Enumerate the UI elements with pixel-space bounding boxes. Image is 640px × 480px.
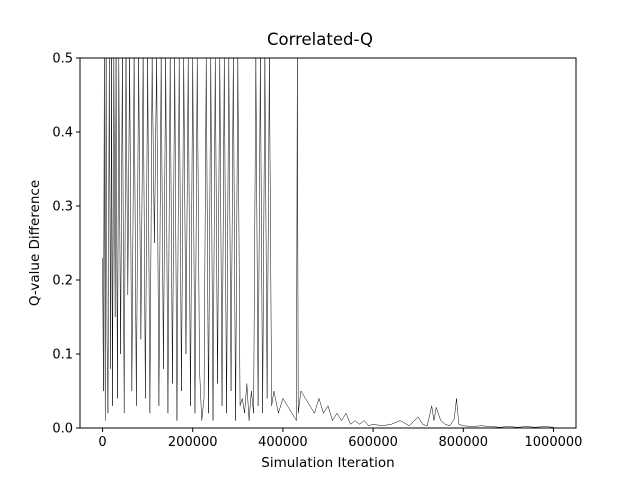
chart-title: Correlated-Q — [267, 30, 373, 49]
y-axis-title: Q-value Difference — [27, 180, 43, 306]
y-tick-label: 0.3 — [52, 200, 73, 215]
y-axis: 0.0 0.1 0.2 0.3 0.4 0.5 — [52, 52, 80, 437]
y-tick-label: 0.0 — [52, 422, 73, 437]
x-tick-label: 600000 — [348, 435, 398, 450]
x-axis: 0 200000 400000 600000 800000 1000000 — [98, 428, 582, 450]
x-tick-label: 800000 — [438, 435, 488, 450]
x-tick-label: 400000 — [258, 435, 308, 450]
x-axis-title: Simulation Iteration — [261, 455, 394, 471]
series-line-0 — [102, 58, 554, 428]
y-tick-label: 0.4 — [52, 126, 73, 141]
y-tick-label: 0.2 — [52, 274, 73, 289]
plot-frame — [79, 57, 577, 429]
y-tick-label: 0.5 — [52, 52, 73, 67]
y-tick-label: 0.1 — [52, 348, 73, 363]
x-tick-label: 1000000 — [525, 435, 583, 450]
series-layer — [102, 58, 554, 428]
x-tick-label: 0 — [98, 435, 106, 450]
x-tick-label: 200000 — [168, 435, 218, 450]
